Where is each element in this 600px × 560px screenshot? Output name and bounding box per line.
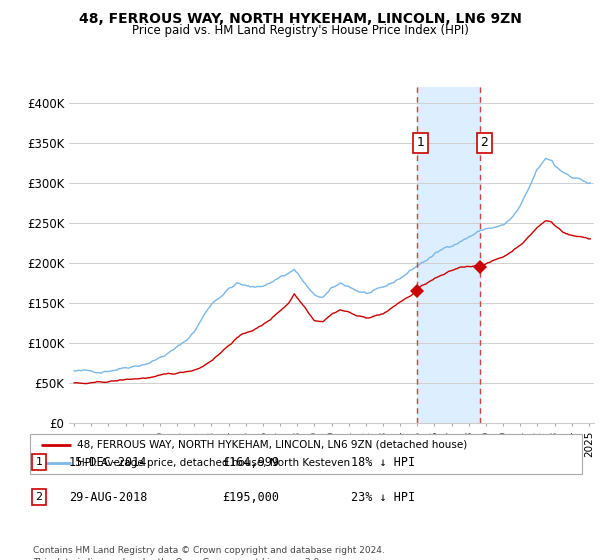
- Text: £195,000: £195,000: [222, 491, 279, 504]
- Text: 18% ↓ HPI: 18% ↓ HPI: [351, 455, 415, 469]
- Text: 2: 2: [35, 492, 43, 502]
- Text: £164,999: £164,999: [222, 455, 279, 469]
- Text: Price paid vs. HM Land Registry's House Price Index (HPI): Price paid vs. HM Land Registry's House …: [131, 24, 469, 37]
- Text: 1: 1: [35, 457, 43, 467]
- Text: 2: 2: [480, 136, 488, 150]
- Bar: [416, 87, 480, 423]
- Text: 23% ↓ HPI: 23% ↓ HPI: [351, 491, 415, 504]
- Text: 29-AUG-2018: 29-AUG-2018: [69, 491, 148, 504]
- Text: 15-DEC-2014: 15-DEC-2014: [69, 455, 148, 469]
- Text: 48, FERROUS WAY, NORTH HYKEHAM, LINCOLN, LN6 9ZN (detached house): 48, FERROUS WAY, NORTH HYKEHAM, LINCOLN,…: [77, 440, 467, 450]
- Text: Contains HM Land Registry data © Crown copyright and database right 2024.
This d: Contains HM Land Registry data © Crown c…: [33, 546, 385, 560]
- Text: HPI: Average price, detached house, North Kesteven: HPI: Average price, detached house, Nort…: [77, 459, 350, 468]
- Text: 48, FERROUS WAY, NORTH HYKEHAM, LINCOLN, LN6 9ZN: 48, FERROUS WAY, NORTH HYKEHAM, LINCOLN,…: [79, 12, 521, 26]
- Text: 1: 1: [417, 136, 425, 150]
